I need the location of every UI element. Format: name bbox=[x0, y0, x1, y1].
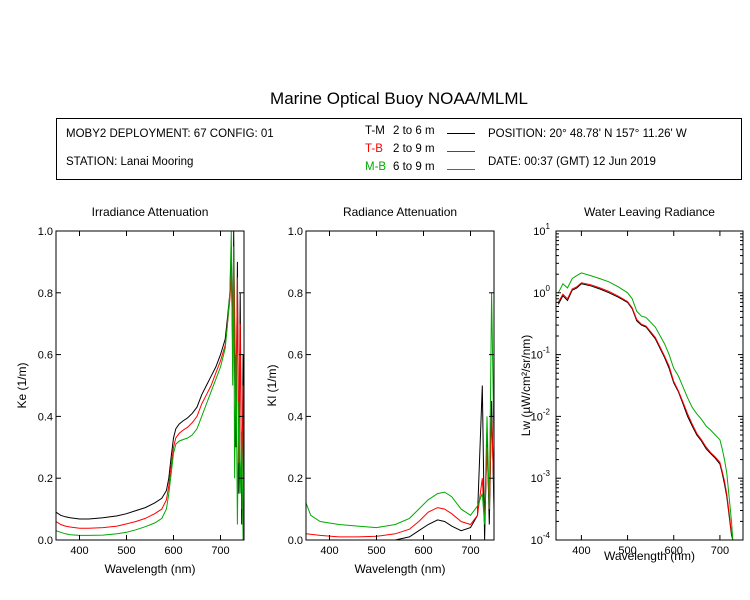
y-tick-label: 101 bbox=[533, 222, 550, 238]
legend-line-mb bbox=[447, 169, 475, 170]
x-tick-label: 400 bbox=[320, 545, 338, 557]
y-tick-label: 10-2 bbox=[531, 407, 551, 423]
y-tick-label: 1.0 bbox=[38, 226, 53, 238]
series-line-t-m bbox=[557, 283, 734, 540]
x-tick-label: 500 bbox=[117, 545, 135, 557]
x-tick-label: 600 bbox=[414, 545, 432, 557]
x-tick-label: 400 bbox=[572, 545, 590, 557]
x-tick-label: 700 bbox=[211, 545, 229, 557]
chart-1: Irradiance Attenuation 400 500 600 700 0.0 0.2… bbox=[15, 205, 245, 576]
plot-frame bbox=[305, 230, 495, 541]
chart-title: Irradiance Attenuation bbox=[92, 205, 209, 219]
chart-title: Radiance Attenuation bbox=[343, 205, 457, 219]
position-text: POSITION: 20° 48.78' N 157° 11.26' W bbox=[488, 128, 687, 140]
x-tick-label: 700 bbox=[711, 545, 729, 557]
deployment-text: MOBY2 DEPLOYMENT: 67 CONFIG: 01 bbox=[66, 128, 274, 140]
y-tick-label: 0.8 bbox=[288, 288, 303, 300]
y-tick-label: 100 bbox=[533, 284, 550, 300]
x-tick-label: 500 bbox=[367, 545, 385, 557]
y-axis-label: Ke (1/m) bbox=[15, 362, 29, 408]
y-axis-label: Kl (1/m) bbox=[265, 364, 279, 406]
y-axis-label: Lw (µW/cm²/sr/nm) bbox=[519, 335, 533, 437]
y-tick-exponent: -1 bbox=[543, 346, 551, 355]
y-tick-label: 0.4 bbox=[288, 411, 303, 423]
legend-line-tb bbox=[447, 151, 475, 152]
x-axis-label: Wavelength (nm) bbox=[355, 562, 446, 576]
y-tick-label: 0.0 bbox=[38, 535, 53, 547]
y-tick-exponent: -3 bbox=[543, 469, 551, 478]
y-tick-exponent: 1 bbox=[546, 222, 551, 231]
legend-label-tb: T-B bbox=[365, 143, 383, 155]
legend-range-tb: 2 to 9 m bbox=[393, 143, 435, 155]
x-tick-label: 700 bbox=[461, 545, 479, 557]
y-tick-label: 0.6 bbox=[38, 350, 53, 362]
date-text: DATE: 00:37 (GMT) 12 Jun 2019 bbox=[488, 156, 656, 168]
x-axis-label: Wavelength (nm) bbox=[105, 562, 196, 576]
y-tick-exponent: 0 bbox=[546, 284, 551, 293]
y-tick-label: 0.2 bbox=[288, 473, 303, 485]
page-title: Marine Optical Buoy NOAA/MLML bbox=[270, 89, 528, 108]
y-tick-label: 10-3 bbox=[531, 469, 551, 485]
series-line-t-m bbox=[56, 231, 244, 525]
series-line-t-b bbox=[557, 282, 734, 540]
plot-frame bbox=[55, 230, 245, 541]
y-tick-label: 0.0 bbox=[288, 535, 303, 547]
station-text: STATION: Lanai Mooring bbox=[66, 156, 194, 168]
legend-range-mb: 6 to 9 m bbox=[393, 161, 435, 173]
y-tick-label: 10-1 bbox=[531, 346, 551, 362]
x-tick-label: 600 bbox=[665, 545, 683, 557]
series-line-m-b bbox=[56, 231, 244, 540]
chart-title: Water Leaving Radiance bbox=[584, 205, 715, 219]
series-line-t-b bbox=[306, 416, 494, 538]
chart-2: Radiance Attenuation 400 500 600 700 0.0 0.2 0.… bbox=[265, 205, 495, 576]
x-tick-label: 600 bbox=[164, 545, 182, 557]
series-line-t-b bbox=[56, 261, 244, 529]
legend-label-tm: T-M bbox=[365, 125, 385, 137]
legend-line-tm bbox=[447, 133, 475, 134]
legend-label-mb: M-B bbox=[365, 161, 387, 173]
y-tick-label: 10-4 bbox=[531, 531, 551, 547]
series-line-m-b bbox=[306, 292, 494, 529]
y-tick-exponent: -4 bbox=[543, 531, 551, 540]
x-tick-label: 500 bbox=[618, 545, 636, 557]
y-tick-label: 0.4 bbox=[38, 411, 53, 423]
y-tick-label: 0.6 bbox=[288, 350, 303, 362]
y-tick-exponent: -2 bbox=[543, 407, 551, 416]
series-line-t-m bbox=[306, 385, 494, 540]
series-line-m-b bbox=[557, 272, 734, 540]
info-box: MOBY2 DEPLOYMENT: 67 CONFIG: 01 STATION:… bbox=[56, 118, 742, 180]
x-tick-label: 400 bbox=[70, 545, 88, 557]
plot-frame bbox=[555, 230, 744, 541]
y-tick-label: 1.0 bbox=[288, 226, 303, 238]
y-tick-label: 0.8 bbox=[38, 288, 53, 300]
x-axis-label: Wavelength (nm) bbox=[604, 549, 695, 563]
y-tick-label: 0.2 bbox=[38, 473, 53, 485]
legend-range-tm: 2 to 6 m bbox=[393, 125, 435, 137]
